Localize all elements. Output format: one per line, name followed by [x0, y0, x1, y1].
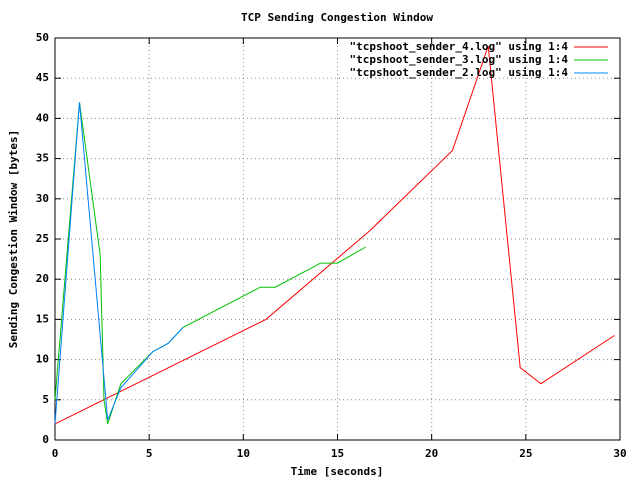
y-tick-label: 25	[36, 232, 49, 245]
legend-label: "tcpshoot_sender_3.log" using 1:4	[349, 53, 568, 66]
y-tick-label: 20	[36, 272, 49, 285]
y-tick-label: 10	[36, 353, 49, 366]
legend-label: "tcpshoot_sender_2.log" using 1:4	[349, 66, 568, 79]
y-tick-label: 5	[42, 393, 49, 406]
x-tick-label: 5	[146, 447, 153, 460]
x-tick-label: 30	[613, 447, 626, 460]
y-tick-label: 50	[36, 31, 49, 44]
series-line	[54, 45, 615, 425]
y-tick-label: 35	[36, 152, 49, 165]
x-tick-label: 20	[425, 447, 438, 460]
x-tick-label: 10	[237, 447, 250, 460]
x-axis-label: Time [seconds]	[291, 465, 384, 478]
y-tick-label: 15	[36, 312, 49, 325]
plot-frame	[54, 37, 621, 441]
y-tick-label: 45	[36, 71, 49, 84]
x-tick-label: 25	[519, 447, 532, 460]
x-tick-label: 15	[331, 447, 344, 460]
legend-label: "tcpshoot_sender_4.log" using 1:4	[349, 40, 568, 53]
y-tick-label: 40	[36, 111, 49, 124]
y-tick-label: 30	[36, 192, 49, 205]
y-tick-label: 0	[42, 433, 49, 446]
x-tick-label: 0	[52, 447, 59, 460]
y-axis-label: Sending Congestion Window [bytes]	[7, 130, 20, 349]
series-line	[54, 102, 184, 424]
chart-title: TCP Sending Congestion Window	[241, 11, 433, 24]
